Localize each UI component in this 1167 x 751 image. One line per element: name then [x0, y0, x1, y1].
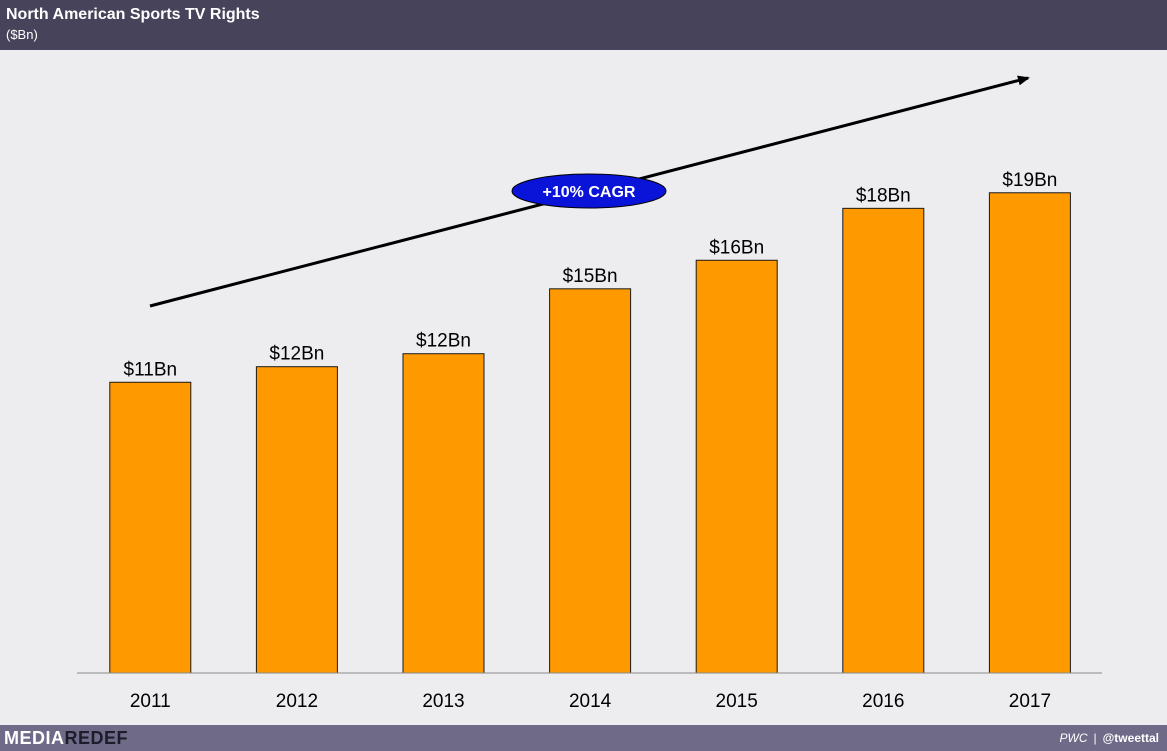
chart-subtitle: ($Bn) [6, 27, 38, 42]
source-name: PWC [1059, 731, 1088, 745]
cagr-label: +10% CAGR [543, 184, 636, 201]
chart-plot: $11Bn 2011 $12Bn 2012 $12Bn 2013 $15Bn 2014 $16B… [77, 75, 1102, 712]
bar-2017 [988, 192, 1071, 674]
data-label-2017: $19Bn [1002, 170, 1057, 191]
chart-header: North American Sports TV Rights ($Bn) [0, 0, 1167, 50]
x-tick-2016: 2016 [862, 691, 904, 712]
x-tick-2011: 2011 [130, 691, 171, 712]
source-separator: | [1093, 731, 1097, 745]
bar-2015 [695, 259, 778, 674]
bar-2013 [402, 353, 485, 674]
cagr-badge: +10% CAGR [511, 173, 667, 209]
x-tick-2012: 2012 [276, 691, 318, 712]
mediaredef-logo: MEDIAREDEF [4, 728, 128, 749]
bar-2014 [549, 288, 632, 674]
bar-2016 [842, 207, 925, 674]
footer-bar: MEDIAREDEF PWC | @tweettal [0, 725, 1167, 751]
x-tick-2015: 2015 [716, 691, 758, 712]
chart-title: North American Sports TV Rights [6, 6, 260, 23]
bar-2011 [109, 381, 192, 674]
source-credit: PWC | @tweettal [1059, 731, 1159, 745]
x-tick-2017: 2017 [1009, 691, 1051, 712]
x-tick-2013: 2013 [422, 691, 464, 712]
data-label-2015: $16Bn [709, 237, 764, 258]
twitter-handle[interactable]: @tweettal [1102, 731, 1159, 745]
x-tick-2014: 2014 [569, 691, 612, 712]
data-label-2011: $11Bn [124, 359, 178, 380]
bar-2012 [255, 366, 338, 674]
data-label-2014: $15Bn [563, 266, 618, 287]
data-label-2012: $12Bn [269, 344, 324, 365]
data-label-2013: $12Bn [416, 331, 471, 352]
logo-part-2: REDEF [64, 728, 129, 748]
logo-part-1: MEDIA [4, 728, 65, 748]
data-label-2016: $18Bn [856, 185, 911, 206]
